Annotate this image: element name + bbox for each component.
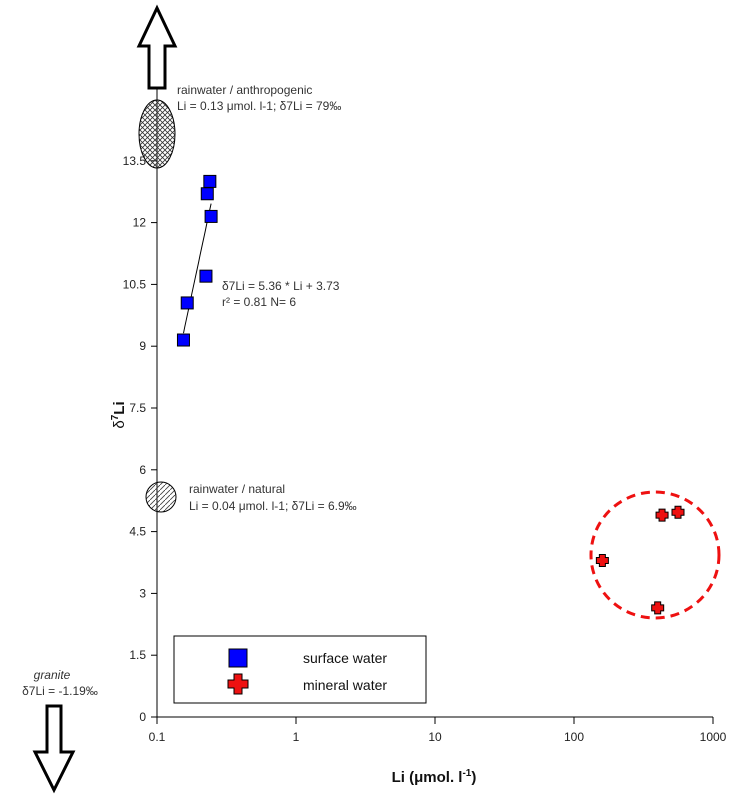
x-axis-label-close: ) [471, 769, 476, 786]
regression-equation: δ7Li = 5.36 * Li + 3.73 [222, 279, 340, 293]
rainwater-natural-title: rainwater / natural [189, 482, 285, 496]
y-tick-label: 4.5 [129, 525, 146, 539]
y-axis-label: δ7Li [110, 401, 128, 428]
mineral-water-point [595, 553, 609, 567]
x-tick-label: 100 [564, 730, 584, 744]
surface-water-point [199, 269, 213, 283]
y-tick-label: 1.5 [129, 648, 146, 662]
mineral-water-point [651, 601, 665, 615]
surface-water-point [176, 333, 190, 347]
down-arrow-icon [32, 704, 76, 794]
legend: surface water mineral water [173, 635, 427, 704]
y-axis-label-delta: δ [111, 420, 128, 428]
y-tick-label: 7.5 [129, 401, 146, 415]
x-axis-label: Li (μmol. l-1) [392, 768, 477, 786]
y-axis-label-li: Li [111, 401, 128, 414]
y-tick-label: 12 [133, 216, 147, 230]
up-arrow-icon [136, 4, 178, 90]
y-tick-label: 10.5 [123, 277, 147, 291]
legend-label-surface: surface water [303, 650, 387, 666]
x-axis-label-main: Li (μmol. l [392, 769, 463, 786]
y-tick-label: 9 [139, 339, 146, 353]
rainwater-anthropogenic-values: Li = 0.13 μmol. l-1; δ7Li = 79‰ [177, 99, 341, 113]
surface-water-point [204, 209, 218, 223]
surface-water-point [200, 187, 214, 201]
mineral-water-point [655, 508, 669, 522]
y-axis-label-sup: 7 [110, 414, 121, 420]
x-tick-label: 10 [428, 730, 442, 744]
surface-water-point [180, 296, 194, 310]
legend-box [173, 635, 427, 704]
regression-stats: r² = 0.81 N= 6 [222, 295, 296, 309]
rainwater-anthropogenic-title: rainwater / anthropogenic [177, 83, 312, 97]
x-tick-label: 1 [293, 730, 300, 744]
rainwater-natural-values: Li = 0.04 μmol. l-1; δ7Li = 6.9‰ [189, 499, 357, 513]
legend-square-icon [228, 648, 248, 668]
x-tick-label: 0.1 [149, 730, 166, 744]
x-tick-label: 1000 [700, 730, 727, 744]
y-tick-label: 3 [139, 586, 146, 600]
y-ticks: 0 1.5 3 4.5 6 7.5 9 10.5 12 13.5 [123, 154, 157, 724]
mineral-water-cluster-circle [589, 490, 721, 620]
y-tick-label: 6 [139, 463, 146, 477]
granite-values: δ7Li = -1.19‰ [22, 684, 98, 698]
granite-title: granite [34, 668, 71, 682]
rainwater-natural-ellipse [145, 481, 177, 513]
x-axis-label-sup: -1 [462, 768, 471, 779]
legend-label-mineral: mineral water [303, 677, 387, 693]
regression-line [183, 203, 212, 334]
series-layer [176, 174, 685, 615]
y-tick-label: 13.5 [123, 154, 147, 168]
y-tick-label: 0 [139, 710, 146, 724]
surface-water-point [203, 174, 217, 188]
mineral-water-point [671, 505, 685, 519]
x-ticks: 0.1 1 10 100 1000 [149, 717, 727, 744]
legend-cross-icon [227, 673, 249, 695]
rainwater-anthropogenic-ellipse [138, 99, 176, 169]
